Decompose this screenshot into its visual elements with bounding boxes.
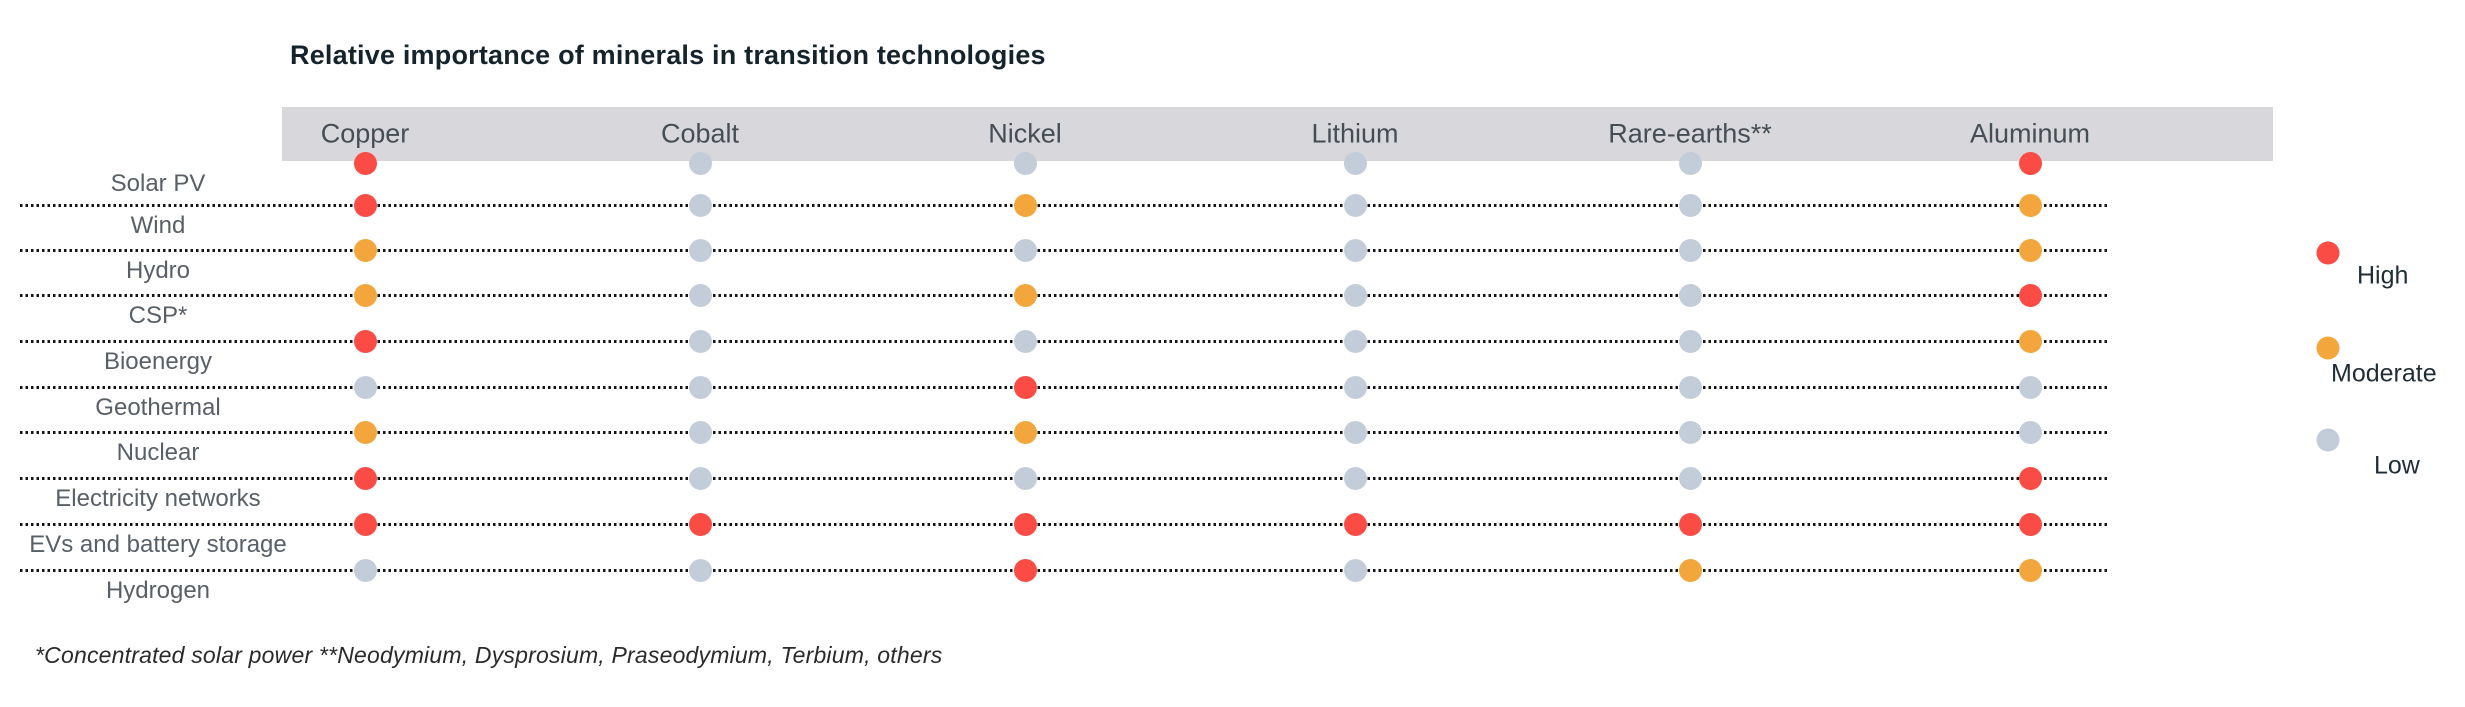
row-label-hydro: Hydro [125, 257, 191, 284]
row-label-solar-pv: Solar PV [110, 170, 206, 197]
legend-dot-low [2316, 428, 2340, 452]
importance-dot [1343, 375, 1367, 399]
row-leader-line [20, 249, 2108, 252]
importance-dot [1013, 238, 1037, 262]
importance-dot [1343, 558, 1367, 582]
importance-dot [1678, 558, 1702, 582]
row-label-evs-and-battery-storage: EVs and battery storage [29, 531, 287, 558]
row-label-electricity-networks: Electricity networks [55, 485, 261, 512]
importance-dot [688, 238, 712, 262]
importance-dot [1013, 558, 1037, 582]
importance-dot [1343, 512, 1367, 536]
column-header-band: Copper Cobalt Nickel Lithium Rare-earths** Al… [282, 107, 2273, 161]
importance-dot [2018, 238, 2042, 262]
importance-dot [353, 375, 377, 399]
column-header-cobalt: Cobalt [660, 118, 740, 149]
importance-dot [1678, 420, 1702, 444]
importance-dot [688, 512, 712, 536]
importance-dot [1343, 151, 1367, 175]
legend-dot-moderate [2316, 336, 2340, 360]
importance-dot [688, 466, 712, 490]
importance-dot [1678, 375, 1702, 399]
row-label-hydrogen: Hydrogen [105, 577, 211, 604]
importance-dot [2018, 466, 2042, 490]
legend-label-moderate: Moderate [2331, 359, 2437, 388]
importance-dot [1678, 512, 1702, 536]
row-leader-line [20, 204, 2108, 207]
row-leader-line [20, 340, 2108, 343]
importance-dot [353, 420, 377, 444]
legend-dot-high [2316, 241, 2340, 265]
row-label-wind: Wind [130, 212, 186, 239]
importance-dot [688, 329, 712, 353]
importance-dot [2018, 283, 2042, 307]
legend-label-high: High [2357, 261, 2409, 290]
column-header-nickel: Nickel [988, 118, 1062, 149]
row-label-bioenergy: Bioenergy [103, 348, 213, 375]
importance-dot [1343, 238, 1367, 262]
importance-dot [2018, 151, 2042, 175]
importance-dot [1678, 238, 1702, 262]
importance-dot [2018, 558, 2042, 582]
importance-dot [1343, 193, 1367, 217]
importance-dot [353, 193, 377, 217]
row-leader-line [20, 431, 2108, 434]
importance-dot [2018, 193, 2042, 217]
importance-dot [353, 151, 377, 175]
importance-dot [1343, 329, 1367, 353]
importance-dot [353, 238, 377, 262]
importance-dot [1013, 420, 1037, 444]
importance-dot [688, 283, 712, 307]
importance-dot [1013, 329, 1037, 353]
column-header-rareearths: Rare-earths** [1608, 118, 1772, 149]
importance-dot [353, 329, 377, 353]
importance-dot [1013, 283, 1037, 307]
importance-dot [2018, 420, 2042, 444]
importance-dot [1678, 193, 1702, 217]
importance-dot [353, 283, 377, 307]
importance-dot [1678, 466, 1702, 490]
importance-dot [1013, 375, 1037, 399]
importance-dot [1013, 151, 1037, 175]
importance-dot [2018, 512, 2042, 536]
row-label-geothermal: Geothermal [95, 394, 221, 421]
column-header-aluminum: Aluminum [1969, 118, 2091, 149]
row-leader-line [20, 294, 2108, 297]
row-leader-line [20, 523, 2108, 526]
importance-dot [688, 193, 712, 217]
importance-dot [1678, 283, 1702, 307]
importance-dot [353, 466, 377, 490]
legend-label-low: Low [2374, 451, 2420, 480]
importance-dot [688, 558, 712, 582]
row-leader-line [20, 386, 2108, 389]
chart-title: Relative importance of minerals in trans… [290, 40, 1046, 70]
column-header-copper: Copper [320, 118, 410, 149]
importance-dot [1343, 420, 1367, 444]
importance-dot [1678, 329, 1702, 353]
row-leader-line [20, 477, 2108, 480]
importance-dot [688, 151, 712, 175]
importance-dot [688, 375, 712, 399]
importance-dot [1013, 512, 1037, 536]
importance-dot [688, 420, 712, 444]
importance-dot [353, 558, 377, 582]
importance-dot [353, 512, 377, 536]
importance-dot [1013, 193, 1037, 217]
importance-dot [1013, 466, 1037, 490]
importance-dot [2018, 375, 2042, 399]
column-header-lithium: Lithium [1311, 118, 1399, 149]
row-leader-line [20, 569, 2108, 572]
row-label-csp-: CSP* [128, 302, 188, 329]
footnote: *Concentrated solar power **Neodymium, D… [35, 642, 943, 668]
importance-dot [1678, 151, 1702, 175]
importance-dot [1343, 283, 1367, 307]
importance-dot [1343, 466, 1367, 490]
row-label-nuclear: Nuclear [116, 439, 200, 466]
importance-dot [2018, 329, 2042, 353]
